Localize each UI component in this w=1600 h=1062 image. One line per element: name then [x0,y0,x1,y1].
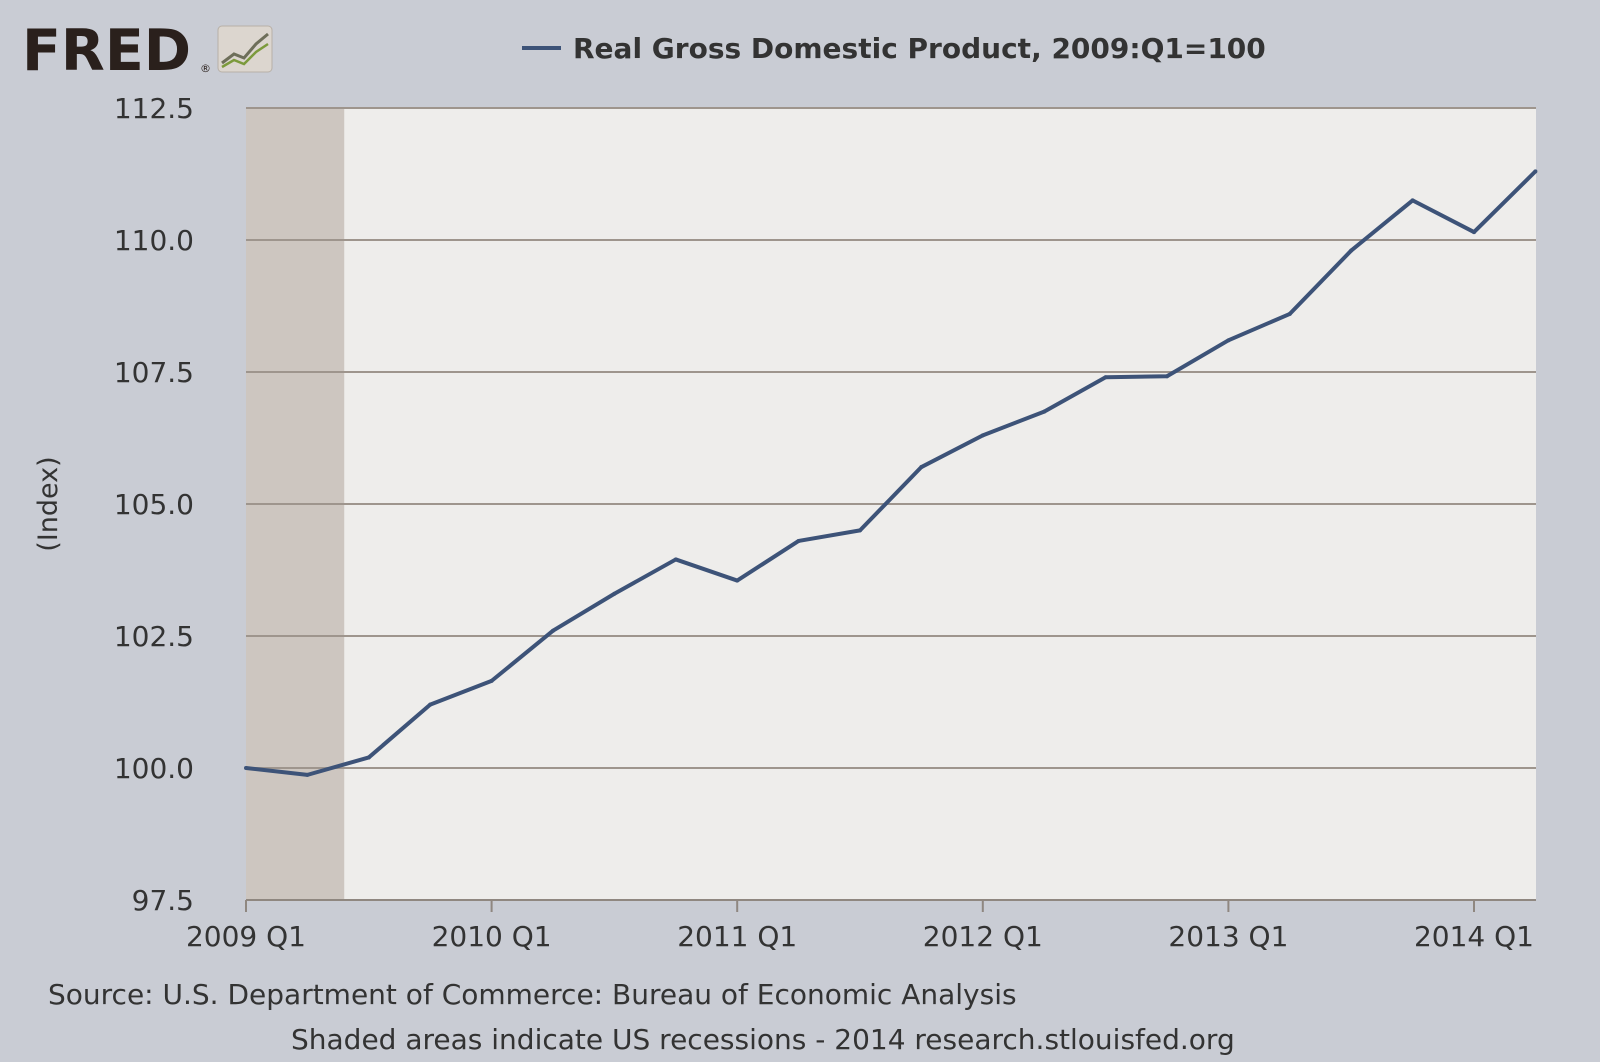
data-point [735,578,740,583]
data-point [980,433,985,438]
data-point [1165,374,1169,379]
x-tick-label: 2011 Q1 [677,920,797,953]
legend-label: Real Gross Domestic Product, 2009:Q1=100 [573,32,1266,65]
y-tick-label: 112.5 [114,92,194,125]
y-tick-label: 102.5 [114,620,194,653]
legend: Real Gross Domestic Product, 2009:Q1=100 [522,32,1266,65]
y-axis-title: (Index) [33,456,64,551]
series-layer [244,169,1538,777]
x-tick-label: 2014 Q1 [1414,920,1534,953]
line-chart-icon [217,25,273,73]
data-point [612,591,617,596]
y-tick-label: 100.0 [114,752,194,785]
data-point [489,678,494,683]
data-point [305,772,310,777]
y-tick-label: 97.5 [132,884,194,917]
y-axis-ticks: 97.5 100.0 102.5 105.0 107.5 110.0 112.5 [114,92,194,917]
data-point [1226,338,1231,343]
y-tick-label: 107.5 [114,356,194,389]
gridlines [246,107,1536,769]
data-point [796,538,801,543]
recession-note: Shaded areas indicate US recessions - 20… [291,1023,1235,1056]
x-tick-label: 2009 Q1 [186,920,306,953]
y-tick-label: 110.0 [114,224,194,257]
data-point [919,465,924,470]
data-point [1349,248,1354,253]
data-point [551,628,555,633]
fred-logo: FRED ® [22,18,273,84]
source-note: Source: U.S. Department of Commerce: Bur… [48,978,1017,1011]
data-point [1103,375,1108,380]
data-point [1410,198,1415,203]
x-axis-ticks: 2009 Q1 2010 Q1 2011 Q1 2012 Q1 2013 Q1 2014 … [186,900,1534,953]
registered-mark: ® [200,62,211,75]
gdp-series-line [245,169,1537,777]
data-point [1287,311,1292,316]
data-point [1533,169,1538,174]
x-tick-label: 2010 Q1 [432,920,552,953]
data-point [673,557,678,562]
data-point [366,755,371,760]
data-point [1472,230,1476,235]
x-tick-label: 2012 Q1 [923,920,1043,953]
x-tick-label: 2013 Q1 [1168,920,1288,953]
data-point [244,766,248,770]
data-point [1042,409,1047,414]
data-point [858,528,862,533]
data-point [428,702,433,707]
y-tick-label: 105.0 [114,488,194,521]
logo-text: FRED [22,18,191,84]
